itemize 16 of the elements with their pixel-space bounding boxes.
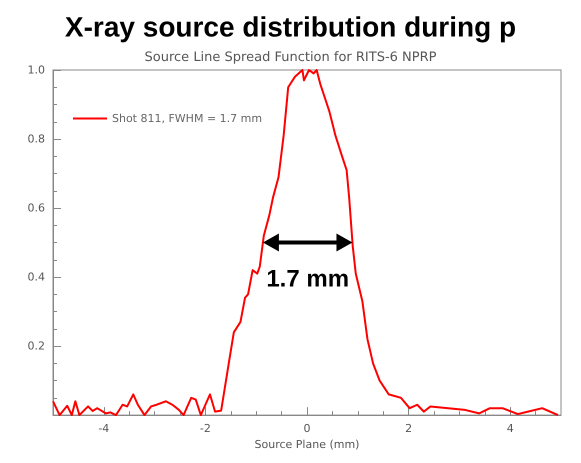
chart-subtitle: Source Line Spread Function for RITS-6 NPRP <box>144 50 437 65</box>
y-tick-label: 0.2 <box>28 340 45 353</box>
x-axis-title: Source Plane (mm) <box>254 438 360 451</box>
x-tick-label: -2 <box>200 422 211 436</box>
x-tick-label: 2 <box>405 422 412 436</box>
annotation: 1.7 mm <box>266 266 350 293</box>
y-tick-label: 0.4 <box>28 270 45 284</box>
x-tick-label: 4 <box>506 422 514 436</box>
line-series <box>52 69 559 416</box>
chart-title: X-ray source distribution during p <box>64 12 516 42</box>
y-tick-label: 0.8 <box>28 132 45 146</box>
y-tick-label: 0.6 <box>28 202 45 215</box>
x-tick-label: -4 <box>98 422 110 436</box>
legend-label: Shot 811, FWHM = 1.7 mm <box>112 112 262 125</box>
x-tick-label: 0 <box>304 422 310 436</box>
y-tick-label: 1.0 <box>28 64 45 76</box>
